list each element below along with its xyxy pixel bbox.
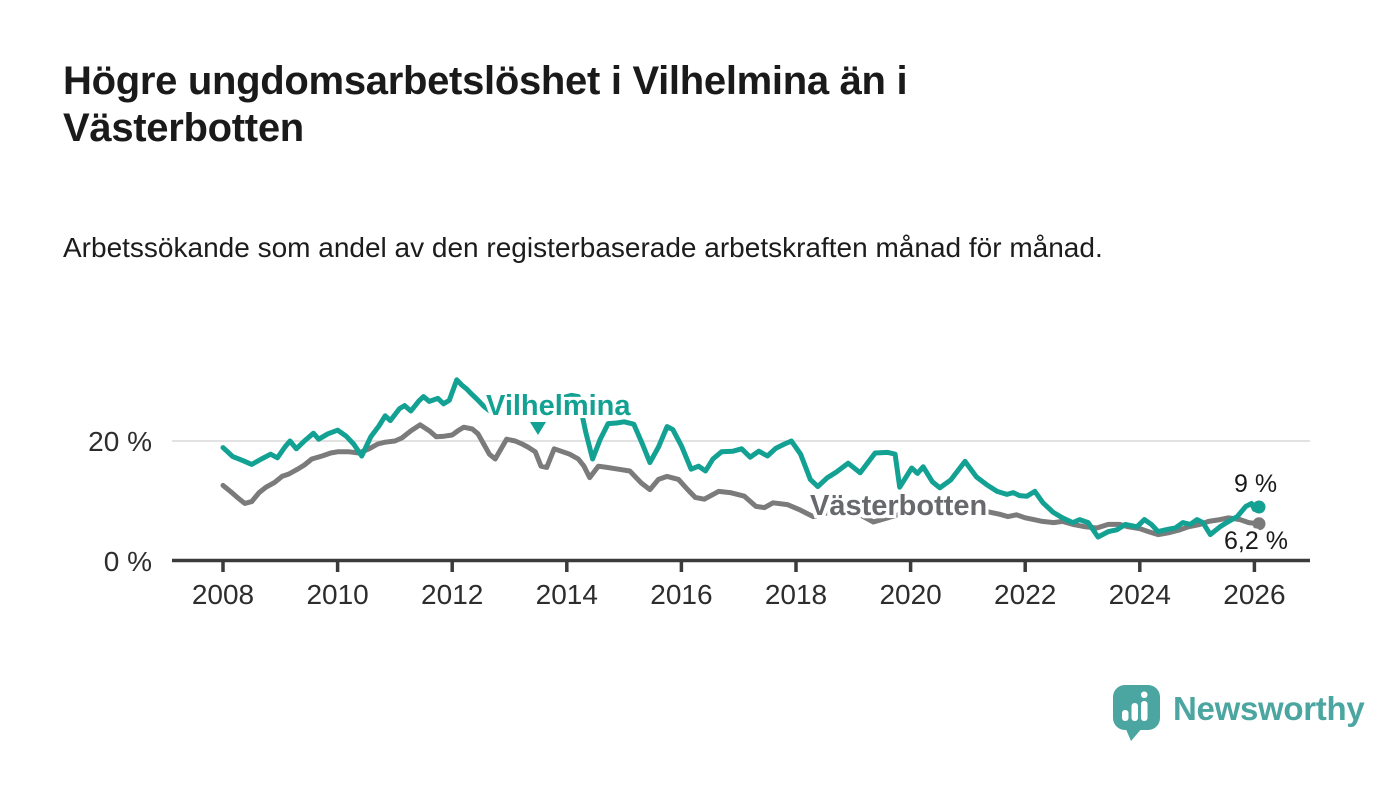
x-tick-label: 2018 <box>765 579 827 610</box>
newsworthy-logo-text: Newsworthy <box>1173 689 1365 727</box>
x-tick-label: 2008 <box>192 579 254 610</box>
newsworthy-logo: Newsworthy <box>1112 684 1365 742</box>
y-tick-label: 20 % <box>88 426 152 457</box>
page-title: Högre ungdomsarbetslöshet i Vilhelmina ä… <box>63 59 908 151</box>
x-tick-label: 2022 <box>994 579 1056 610</box>
end-value-label-vilhelmina: 9 % <box>1234 470 1278 498</box>
x-tick-label: 2010 <box>306 579 368 610</box>
vilhelmina-marker-triangle-icon <box>530 422 546 435</box>
x-tick-label: 2024 <box>1109 579 1171 610</box>
end-value-label-vasterbotten: 6,2 % <box>1224 527 1288 555</box>
series-label-vilhelmina: Vilhelmina <box>486 390 631 422</box>
series-line-vilhelmina <box>220 377 1262 540</box>
chart-subtitle: Arbetssökande som andel av den registerb… <box>63 232 1103 263</box>
end-dot-västerbotten <box>1252 517 1266 531</box>
x-tick-label: 2020 <box>879 579 941 610</box>
x-tick-label: 2012 <box>421 579 483 610</box>
x-tick-label: 2016 <box>650 579 712 610</box>
y-tick-label: 0 % <box>104 546 152 577</box>
series-label-vasterbotten: Västerbotten <box>810 490 988 522</box>
newsworthy-logo-icon <box>1113 685 1160 741</box>
x-tick-label: 2014 <box>536 579 598 610</box>
end-dot-vilhelmina <box>1252 500 1266 514</box>
x-tick-label: 2026 <box>1223 579 1285 610</box>
